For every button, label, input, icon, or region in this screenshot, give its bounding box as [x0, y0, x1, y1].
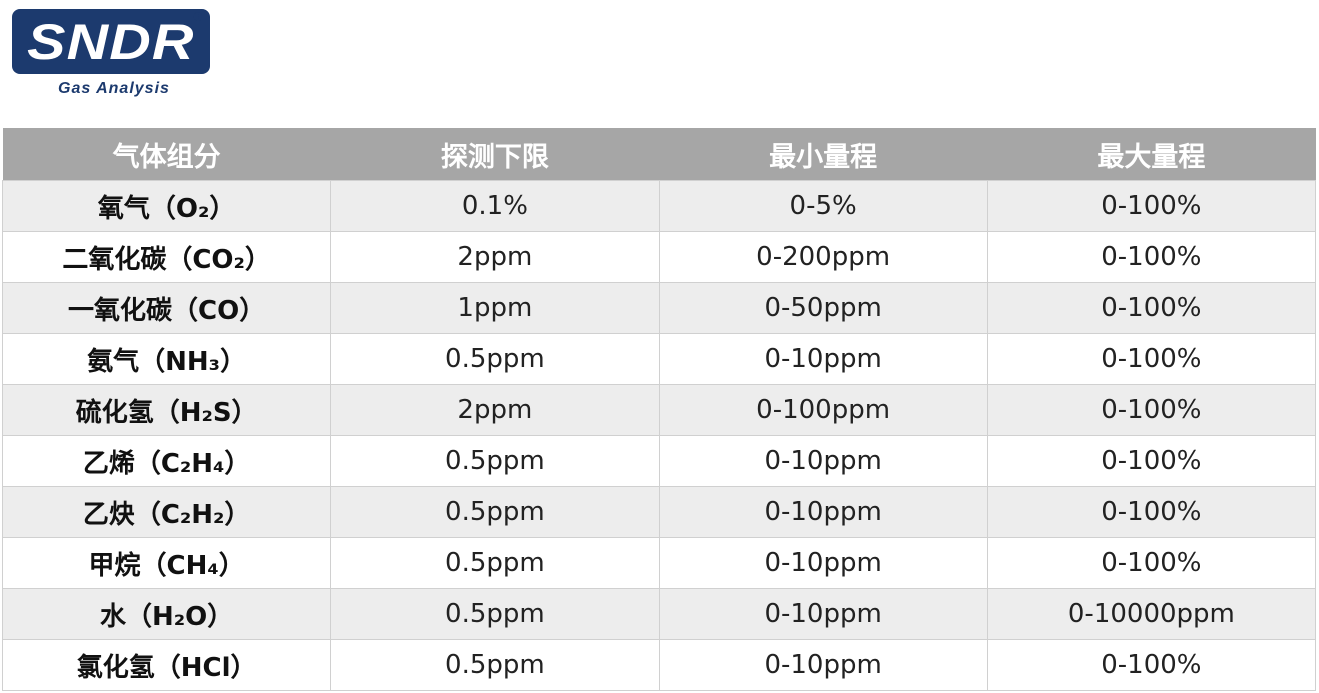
cell-gas: 甲烷（CH₄） — [1, 537, 332, 589]
cell-detection-limit: 0.5ppm — [330, 435, 660, 487]
table-header-row: 气体组分 探测下限 最小量程 最大量程 — [2, 128, 1316, 181]
cell-detection-limit: 0.5ppm — [330, 486, 660, 538]
cell-min-range: 0-10ppm — [658, 588, 988, 640]
cell-gas: 乙烯（C₂H₄） — [1, 435, 332, 487]
cell-gas: 氧气（O₂） — [1, 180, 332, 232]
cell-min-range: 0-10ppm — [658, 435, 988, 487]
cell-max-range: 0-100% — [986, 333, 1317, 385]
cell-max-range: 0-100% — [986, 180, 1317, 232]
cell-max-range: 0-100% — [986, 639, 1317, 691]
cell-min-range: 0-5% — [658, 180, 988, 232]
cell-detection-limit: 1ppm — [330, 282, 660, 334]
cell-max-range: 0-100% — [986, 282, 1317, 334]
cell-max-range: 0-100% — [986, 435, 1317, 487]
cell-gas: 氨气（NH₃） — [1, 333, 332, 385]
cell-detection-limit: 0.5ppm — [330, 537, 660, 589]
cell-detection-limit: 0.5ppm — [330, 333, 660, 385]
cell-gas: 水（H₂O） — [1, 588, 332, 640]
cell-gas: 乙炔（C₂H₂） — [1, 486, 332, 538]
logo-brand: SNDR — [27, 13, 195, 70]
cell-min-range: 0-10ppm — [658, 537, 988, 589]
table-row: 氨气（NH₃） 0.5ppm 0-10ppm 0-100% — [1, 333, 1317, 385]
cell-detection-limit: 0.5ppm — [330, 639, 660, 691]
header-max-range: 最大量程 — [987, 128, 1316, 181]
cell-detection-limit: 0.5ppm — [330, 588, 660, 640]
table-row: 一氧化碳（CO） 1ppm 0-50ppm 0-100% — [1, 282, 1317, 334]
table-row: 氧气（O₂） 0.1% 0-5% 0-100% — [1, 180, 1317, 232]
table-row: 甲烷（CH₄） 0.5ppm 0-10ppm 0-100% — [1, 537, 1317, 589]
cell-min-range: 0-100ppm — [658, 384, 988, 436]
registered-mark: ® — [193, 9, 203, 24]
cell-detection-limit: 2ppm — [330, 231, 660, 283]
cell-gas: 二氧化碳（CO₂） — [1, 231, 332, 283]
table-row: 氯化氢（HCl） 0.5ppm 0-10ppm 0-100% — [1, 639, 1317, 691]
table-row: 乙炔（C₂H₂） 0.5ppm 0-10ppm 0-100% — [1, 486, 1317, 538]
cell-min-range: 0-200ppm — [658, 231, 988, 283]
cell-gas: 硫化氢（H₂S） — [1, 384, 332, 436]
cell-min-range: 0-10ppm — [658, 486, 988, 538]
table-row: 乙烯（C₂H₄） 0.5ppm 0-10ppm 0-100% — [1, 435, 1317, 487]
cell-min-range: 0-50ppm — [658, 282, 988, 334]
header-detection-limit: 探测下限 — [330, 128, 659, 181]
cell-min-range: 0-10ppm — [658, 639, 988, 691]
logo-tagline: Gas Analysis — [58, 80, 170, 97]
cell-max-range: 0-100% — [986, 486, 1317, 538]
cell-min-range: 0-10ppm — [658, 333, 988, 385]
header-gas: 气体组分 — [2, 128, 331, 181]
cell-max-range: 0-10000ppm — [986, 588, 1317, 640]
cell-detection-limit: 2ppm — [330, 384, 660, 436]
gas-spec-table: 气体组分 探测下限 最小量程 最大量程 氧气（O₂） 0.1% 0-5% 0-100%… — [1, 128, 1317, 691]
cell-max-range: 0-100% — [986, 231, 1317, 283]
table-row: 硫化氢（H₂S） 2ppm 0-100ppm 0-100% — [1, 384, 1317, 436]
cell-max-range: 0-100% — [986, 384, 1317, 436]
cell-gas: 氯化氢（HCl） — [1, 639, 332, 691]
header-min-range: 最小量程 — [659, 128, 988, 181]
sndr-logo: SNDR — [12, 9, 210, 74]
cell-detection-limit: 0.1% — [330, 180, 660, 232]
cell-max-range: 0-100% — [986, 537, 1317, 589]
table-row: 水（H₂O） 0.5ppm 0-10ppm 0-10000ppm — [1, 588, 1317, 640]
cell-gas: 一氧化碳（CO） — [1, 282, 332, 334]
table-row: 二氧化碳（CO₂） 2ppm 0-200ppm 0-100% — [1, 231, 1317, 283]
